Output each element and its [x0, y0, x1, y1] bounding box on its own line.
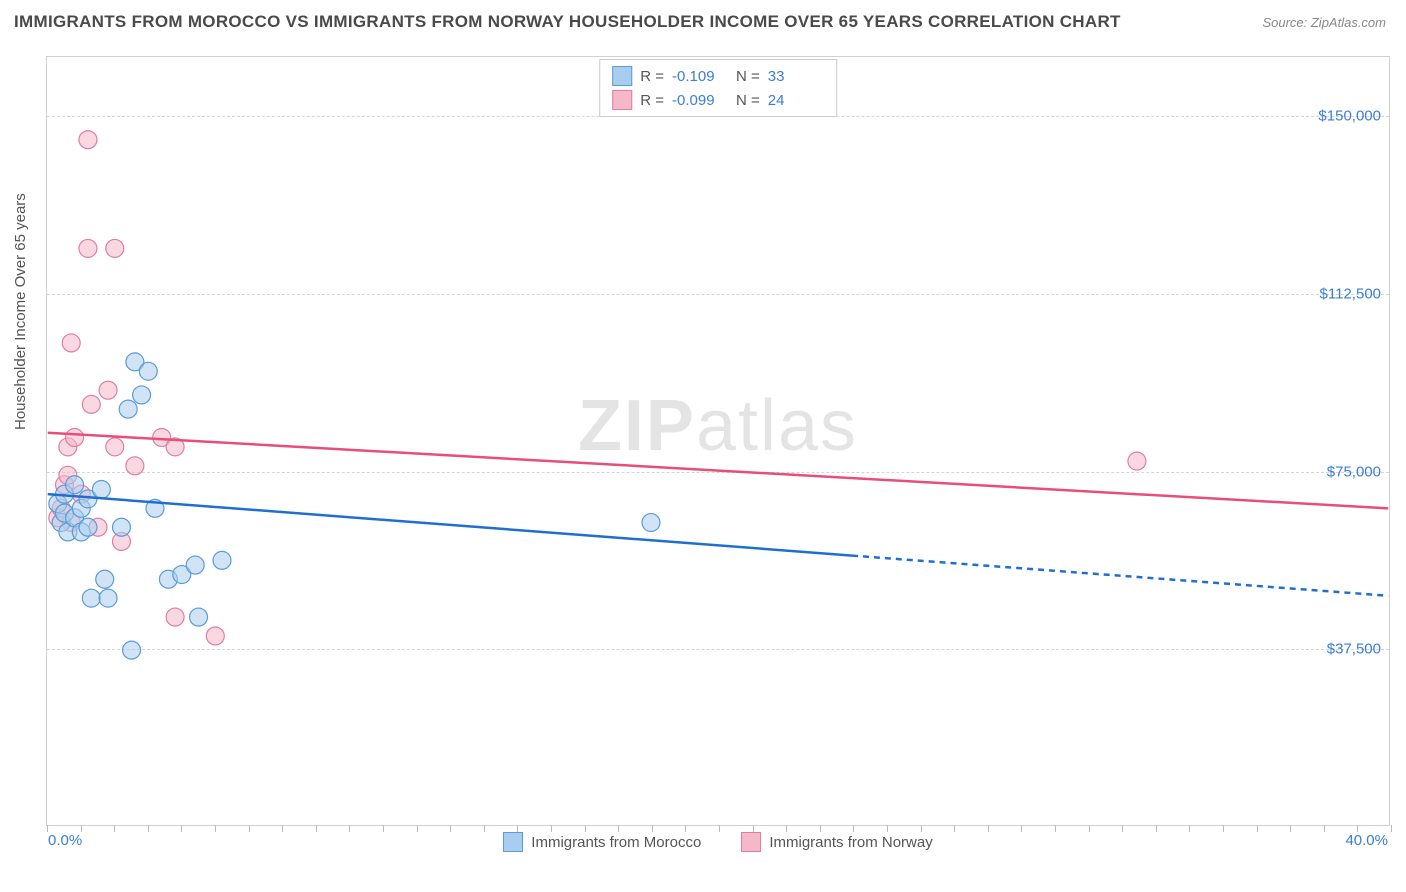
x-tick: [1122, 825, 1123, 832]
x-tick: [114, 825, 115, 832]
correlation-legend: R = -0.109 N = 33 R = -0.099 N = 24: [599, 59, 837, 117]
x-tick: [1391, 825, 1392, 832]
x-tick: [685, 825, 686, 832]
y-axis-label: Householder Income Over 65 years: [12, 193, 29, 430]
legend-row-norway: R = -0.099 N = 24: [612, 88, 824, 112]
x-tick: [1089, 825, 1090, 832]
x-tick: [753, 825, 754, 832]
x-axis-max: 40.0%: [1345, 832, 1388, 849]
x-tick: [148, 825, 149, 832]
x-tick: [921, 825, 922, 832]
legend-item-norway: Immigrants from Norway: [741, 832, 932, 852]
x-tick: [1055, 825, 1056, 832]
x-tick: [47, 825, 48, 832]
x-tick: [1223, 825, 1224, 832]
x-tick: [1357, 825, 1358, 832]
x-tick: [551, 825, 552, 832]
x-tick: [417, 825, 418, 832]
x-tick: [1021, 825, 1022, 832]
x-tick: [249, 825, 250, 832]
x-tick: [349, 825, 350, 832]
x-tick: [1156, 825, 1157, 832]
legend-item-morocco: Immigrants from Morocco: [503, 832, 701, 852]
x-tick: [786, 825, 787, 832]
x-tick: [618, 825, 619, 832]
series-legend: Immigrants from Morocco Immigrants from …: [46, 832, 1390, 852]
x-tick: [383, 825, 384, 832]
x-tick: [316, 825, 317, 832]
x-tick: [215, 825, 216, 832]
x-tick: [719, 825, 720, 832]
x-tick: [954, 825, 955, 832]
x-tick: [853, 825, 854, 832]
x-tick: [887, 825, 888, 832]
x-tick: [450, 825, 451, 832]
scatter-plot: [47, 57, 1389, 825]
swatch-morocco-icon: [612, 66, 632, 86]
x-tick: [484, 825, 485, 832]
x-tick: [181, 825, 182, 832]
x-tick: [652, 825, 653, 832]
x-tick: [1324, 825, 1325, 832]
x-tick: [1189, 825, 1190, 832]
x-tick: [820, 825, 821, 832]
source-attribution: Source: ZipAtlas.com: [1262, 15, 1386, 30]
x-tick: [1257, 825, 1258, 832]
x-axis: 0.0% Immigrants from Morocco Immigrants …: [46, 832, 1390, 856]
swatch-morocco-icon: [503, 832, 523, 852]
x-tick: [1290, 825, 1291, 832]
legend-row-morocco: R = -0.109 N = 33: [612, 64, 824, 88]
x-tick: [81, 825, 82, 832]
x-tick: [517, 825, 518, 832]
chart-title: IMMIGRANTS FROM MOROCCO VS IMMIGRANTS FR…: [14, 12, 1121, 32]
chart-area: R = -0.109 N = 33 R = -0.099 N = 24 ZIPa…: [46, 56, 1390, 826]
x-tick: [585, 825, 586, 832]
x-tick: [988, 825, 989, 832]
swatch-norway-icon: [612, 90, 632, 110]
swatch-norway-icon: [741, 832, 761, 852]
x-tick: [282, 825, 283, 832]
